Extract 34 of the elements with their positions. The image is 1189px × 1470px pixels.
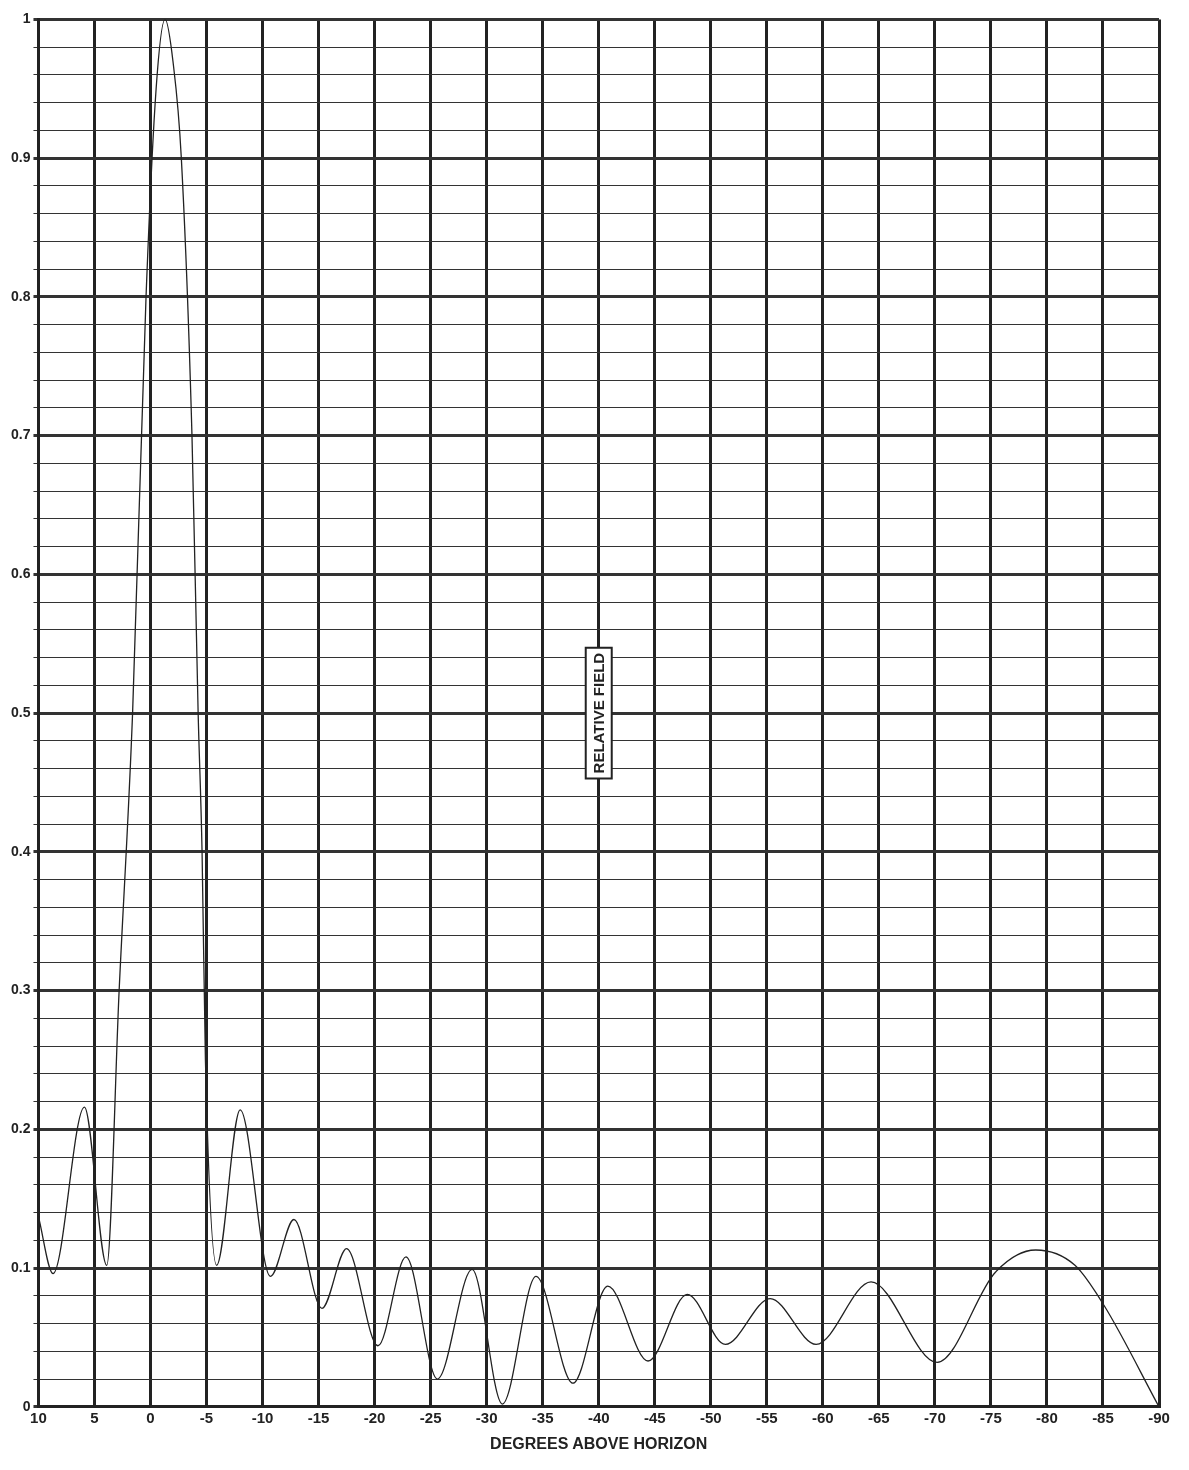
x-tick-label: -80 — [1036, 1408, 1058, 1426]
x-tick-label: -40 — [587, 1408, 610, 1426]
y-tick-label: 1 — [22, 10, 31, 27]
x-tick-label: -35 — [531, 1408, 554, 1426]
y-tick-label: 0.4 — [10, 842, 31, 859]
x-tick-label: -20 — [363, 1408, 386, 1426]
y-tick-label: 0.7 — [10, 426, 31, 443]
y-tick-label: 0.5 — [10, 703, 31, 720]
x-tick-label: 10 — [30, 1408, 47, 1426]
x-tick-label: -50 — [699, 1408, 722, 1426]
y-tick-label: 0.6 — [10, 565, 31, 582]
x-tick-label: -45 — [643, 1408, 666, 1426]
x-tick-label: -60 — [811, 1408, 834, 1426]
y-tick-label: 0.1 — [10, 1258, 31, 1275]
y-tick-label: 0.3 — [10, 981, 31, 998]
x-tick-label: -75 — [980, 1408, 1002, 1426]
x-tick-label: -90 — [1148, 1408, 1170, 1426]
x-tick-label: -10 — [251, 1408, 274, 1426]
x-tick-label: -85 — [1092, 1408, 1114, 1426]
y-tick-label: 0.9 — [10, 149, 31, 165]
x-tick-label: -5 — [199, 1408, 214, 1426]
y-axis-title: RELATIVE FIELD — [589, 652, 607, 774]
x-axis-title: DEGREES ABOVE HORIZON — [490, 1434, 708, 1452]
y-tick-label: 0.8 — [10, 287, 31, 304]
x-tick-label: 0 — [146, 1408, 155, 1426]
x-tick-label: -25 — [419, 1408, 442, 1426]
x-tick-label: -30 — [475, 1408, 498, 1426]
x-tick-label: 5 — [90, 1408, 99, 1426]
y-tick-label: 0.2 — [10, 1120, 31, 1137]
x-tick-label: -55 — [755, 1408, 778, 1426]
x-tick-label: -65 — [868, 1408, 890, 1426]
x-tick-label: -70 — [924, 1408, 946, 1426]
x-tick-label: -15 — [307, 1408, 330, 1426]
y-tick-label: 0 — [22, 1397, 31, 1414]
